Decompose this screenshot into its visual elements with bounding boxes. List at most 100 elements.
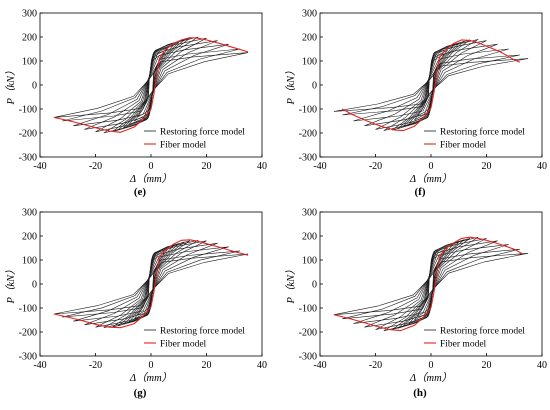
- hysteresis-loop: [95, 37, 207, 133]
- hysteresis-loop: [408, 46, 454, 124]
- x-tick-label: 40: [537, 360, 547, 371]
- x-tick-label: -20: [369, 161, 382, 172]
- hysteresis-loop: [128, 45, 174, 125]
- chart-panel: -40 -20 0 20 40-300-200-1000100200300Δ（mm）P（…: [285, 9, 547, 199]
- hysteresis-loop: [123, 243, 180, 325]
- y-tick-label: -300: [19, 153, 37, 164]
- x-tick-label: -40: [33, 360, 46, 371]
- x-tick-label: -40: [313, 161, 326, 172]
- panel-label: (h): [413, 387, 427, 399]
- hysteresis-loop: [333, 58, 529, 112]
- legend-label-restoring: Restoring force model: [160, 326, 245, 337]
- legend-label-restoring: Restoring force model: [440, 326, 525, 337]
- legend: Restoring force model Fiber model: [424, 127, 525, 151]
- y-tick-label: -100: [19, 304, 37, 315]
- y-tick-label: 200: [22, 33, 37, 44]
- y-tick-label: 300: [22, 9, 37, 20]
- y-tick-label: -200: [19, 328, 37, 339]
- fiber-model-line: [341, 39, 521, 132]
- y-tick-label: -100: [19, 105, 37, 116]
- hysteresis-loop: [342, 248, 520, 320]
- y-tick-label: 200: [22, 232, 37, 243]
- legend: Restoring force model Fiber model: [144, 127, 245, 151]
- hysteresis-loop: [53, 253, 249, 315]
- hysteresis-loop: [333, 253, 529, 315]
- hysteresis-loop: [391, 39, 471, 131]
- y-tick-label: -100: [299, 304, 317, 315]
- y-tick-label: 200: [302, 232, 317, 243]
- restoring-force-series: [333, 39, 529, 131]
- hysteresis-loop: [375, 238, 487, 330]
- panel-label: (e): [134, 186, 147, 198]
- y-tick-label: -300: [299, 153, 317, 164]
- y-axis-label: P（kN）: [285, 65, 297, 105]
- hysteresis-loop: [353, 244, 509, 324]
- chart-panel: -40 -20 0 20 40-300-200-1000100200300Δ（mm）P（…: [285, 208, 547, 400]
- legend-label-fiber: Fiber model: [160, 340, 207, 350]
- legend-label-restoring: Restoring force model: [160, 127, 245, 138]
- x-tick-label: 0: [149, 161, 154, 172]
- y-tick-label: 100: [302, 57, 317, 68]
- x-tick-label: -40: [313, 360, 326, 371]
- hysteresis-loop: [375, 40, 487, 130]
- legend-label-fiber: Fiber model: [440, 340, 487, 350]
- y-tick-label: -100: [299, 105, 317, 116]
- legend-label-fiber: Fiber model: [440, 141, 487, 151]
- hysteresis-loop: [403, 241, 460, 327]
- y-axis-label: P（kN）: [5, 264, 17, 304]
- hysteresis-loop: [397, 239, 465, 329]
- hysteresis-loop: [383, 39, 479, 131]
- x-tick-label: 40: [257, 360, 267, 371]
- chart-panel: -40 -20 0 20 40-300-200-1000100200300Δ（mm）P（…: [5, 208, 267, 400]
- legend: Restoring force model Fiber model: [144, 326, 245, 350]
- hysteresis-loop: [391, 238, 471, 330]
- restoring-force-series: [53, 36, 249, 134]
- x-tick-label: -40: [33, 161, 46, 172]
- x-axis-label: Δ（mm）: [409, 173, 452, 185]
- x-tick-label: 20: [482, 161, 492, 172]
- y-tick-label: 300: [22, 208, 37, 219]
- y-tick-label: 0: [312, 81, 317, 92]
- hysteresis-loop: [95, 240, 207, 328]
- hysteresis-loop: [342, 54, 520, 116]
- hysteresis-loop: [103, 36, 199, 134]
- restoring-force-series: [53, 240, 249, 328]
- y-axis-label: P（kN）: [285, 264, 297, 304]
- hysteresis-loop: [364, 240, 498, 328]
- y-tick-label: 0: [32, 280, 37, 291]
- hysteresis-loop: [103, 240, 199, 328]
- hysteresis-loop: [408, 244, 454, 324]
- hysteresis-loop: [112, 37, 191, 133]
- legend-label-restoring: Restoring force model: [440, 127, 525, 138]
- y-tick-label: 0: [312, 280, 317, 291]
- hysteresis-loop: [84, 40, 218, 130]
- x-tick-label: 20: [202, 360, 212, 371]
- y-tick-label: 0: [32, 81, 37, 92]
- x-tick-label: 20: [482, 360, 492, 371]
- x-tick-label: 20: [202, 161, 212, 172]
- y-tick-label: 100: [302, 256, 317, 267]
- hysteresis-loop: [84, 242, 218, 326]
- hysteresis-loop: [123, 42, 180, 128]
- x-tick-label: 0: [149, 360, 154, 371]
- y-tick-label: -300: [19, 352, 37, 363]
- hysteresis-loop: [53, 52, 249, 118]
- hysteresis-loop: [403, 43, 460, 127]
- chart-panel: -40 -20 0 20 40-300-200-1000100200300Δ（mm）P（…: [5, 9, 267, 199]
- hysteresis-loop: [364, 43, 498, 127]
- x-axis-label: Δ（mm）: [129, 372, 172, 384]
- x-tick-label: 0: [429, 360, 434, 371]
- x-tick-label: -20: [89, 161, 102, 172]
- fiber-model-line: [53, 37, 249, 133]
- y-tick-label: 300: [302, 208, 317, 219]
- y-tick-label: 300: [302, 9, 317, 20]
- hysteresis-loop: [383, 236, 479, 332]
- x-tick-label: 40: [537, 161, 547, 172]
- x-tick-label: -20: [89, 360, 102, 371]
- y-tick-label: 100: [22, 57, 37, 68]
- legend-label-fiber: Fiber model: [160, 141, 207, 151]
- y-tick-label: -200: [299, 328, 317, 339]
- y-tick-label: 100: [22, 256, 37, 267]
- fiber-model-line: [53, 239, 249, 329]
